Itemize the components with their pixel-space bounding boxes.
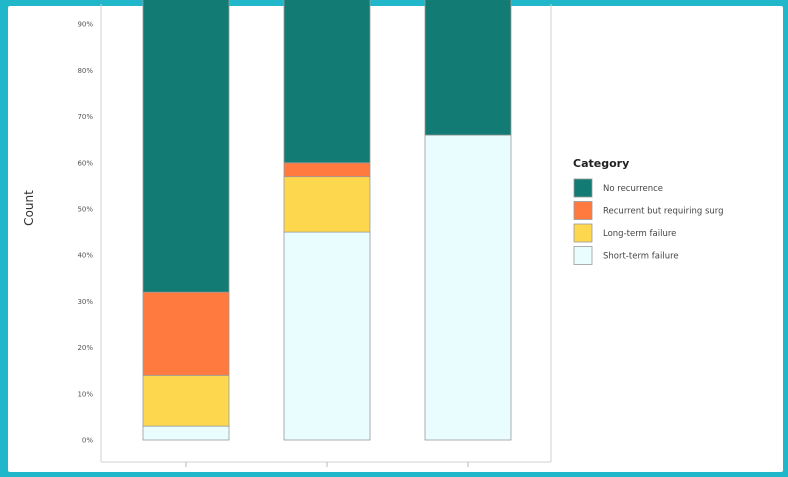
bar-segment [142, 0, 230, 293]
legend-swatch [573, 201, 593, 220]
plot-area [100, 4, 552, 463]
bar-segment [142, 291, 230, 376]
y-tick-label: 30% [77, 298, 93, 306]
bar-segment [283, 176, 371, 233]
bar-segment [283, 231, 371, 441]
legend-label: No recurrence [603, 184, 663, 194]
y-tick-label: 40% [77, 252, 93, 260]
bar-segment [283, 0, 371, 164]
y-axis-title: Count [22, 190, 36, 226]
bar-segment [424, 134, 512, 441]
legend-swatch [573, 223, 593, 243]
bar-segment [424, 0, 512, 136]
bar-segment [142, 425, 230, 441]
y-tick-labels: 0% 10% 20% 30% 40% 50% 60% 70% 80% 90% [77, 21, 93, 445]
bar-segment [283, 162, 371, 178]
x-tick-marks [185, 462, 469, 467]
legend-label: Long-term failure [603, 229, 676, 239]
y-tick-label: 10% [77, 390, 93, 398]
bar-group [142, 0, 512, 441]
y-tick-label: 70% [77, 113, 93, 121]
y-tick-label: 60% [77, 159, 93, 167]
legend-title: Category [573, 157, 629, 170]
y-tick-label: 0% [82, 437, 93, 445]
y-tick-label: 80% [77, 67, 93, 75]
legend-label: Short-term failure [603, 252, 679, 262]
chart-frame [8, 6, 783, 472]
legend-swatch [573, 178, 593, 198]
legend-label: Recurrent but requiring surg [603, 207, 724, 217]
bar-segment [142, 374, 230, 427]
y-tick-label: 90% [77, 21, 93, 29]
y-tick-label: 20% [77, 344, 93, 352]
y-tick-label: 50% [77, 206, 93, 214]
legend-swatch [573, 246, 593, 265]
legend: Category No recurrence Recurrent but requ… [573, 157, 724, 265]
